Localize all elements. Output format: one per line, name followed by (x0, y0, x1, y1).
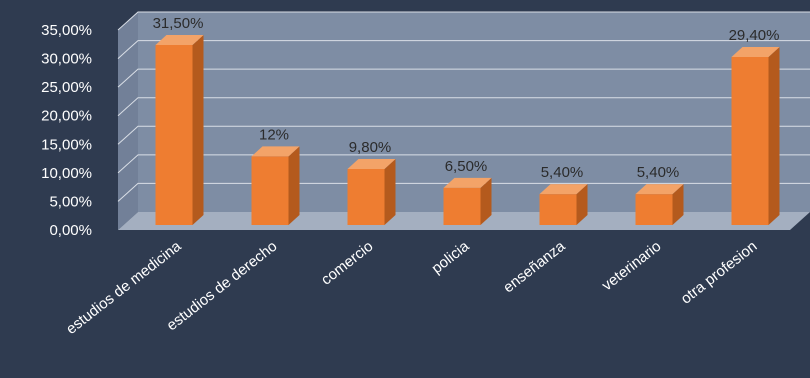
x-tick-label: otra profesion (678, 238, 761, 308)
data-label: 12% (259, 126, 289, 143)
gridline (117, 125, 810, 145)
gridline (117, 11, 810, 31)
bar-front (539, 194, 577, 225)
bar (539, 184, 588, 225)
bar-front (347, 169, 385, 225)
data-label: 6,50% (445, 158, 488, 175)
y-axis-ticks: 0,00% 5,00% 10,00% 15,00% 20,00% 25,00% 30,00%… (41, 22, 92, 239)
bar (635, 184, 684, 225)
bar-top (155, 35, 204, 45)
bar-top (347, 159, 396, 169)
bar-top (635, 184, 684, 195)
bar (347, 159, 396, 225)
data-label: 9,80% (349, 139, 392, 156)
y-tick-label: 15,00% (41, 136, 92, 153)
gridline (117, 40, 810, 59)
x-tick-label: enseñanza (500, 237, 569, 296)
gridline (117, 97, 810, 117)
y-tick-label: 5,00% (49, 193, 92, 210)
bars (155, 35, 780, 225)
bar (155, 35, 204, 225)
x-tick-label: veterinario (599, 238, 665, 295)
y-tick-label: 10,00% (41, 165, 92, 182)
bar-top (443, 177, 492, 188)
bar-side (288, 146, 300, 225)
bar-top (251, 146, 300, 157)
y-tick-label: 30,00% (41, 51, 92, 68)
x-tick-label: policia (428, 237, 472, 277)
bar-front (251, 156, 289, 225)
bar-top (731, 47, 780, 57)
bar-side (480, 177, 492, 225)
y-tick-label: 0,00% (49, 222, 92, 239)
bar (251, 146, 300, 225)
bar-front (635, 194, 673, 225)
bar-side (672, 184, 684, 225)
y-tick-label: 20,00% (41, 108, 92, 125)
data-labels: 31,50% 12% 9,80% 6,50% 5,40% 5,40% 29,40% (153, 15, 780, 181)
gridlines (117, 11, 810, 202)
bar-front (443, 187, 481, 225)
bar-side (384, 159, 396, 225)
side-wall (118, 12, 138, 230)
data-label: 31,50% (153, 15, 204, 32)
gridline (117, 68, 810, 88)
y-tick-label: 25,00% (41, 79, 92, 96)
bar-side (192, 35, 204, 225)
bar-side (576, 184, 588, 225)
data-label: 5,40% (637, 164, 680, 181)
data-label: 5,40% (541, 164, 584, 181)
gridline (117, 182, 810, 202)
y-tick-label: 35,00% (41, 22, 92, 39)
bar-front (155, 45, 193, 225)
x-tick-label: comercio (318, 238, 376, 289)
bar (443, 177, 492, 225)
gridline (117, 154, 810, 174)
bar-side (768, 47, 780, 225)
bar (731, 47, 780, 225)
bar-front (731, 57, 769, 225)
data-label: 29,40% (729, 27, 780, 44)
back-wall (138, 12, 810, 212)
bar-top (539, 184, 588, 195)
